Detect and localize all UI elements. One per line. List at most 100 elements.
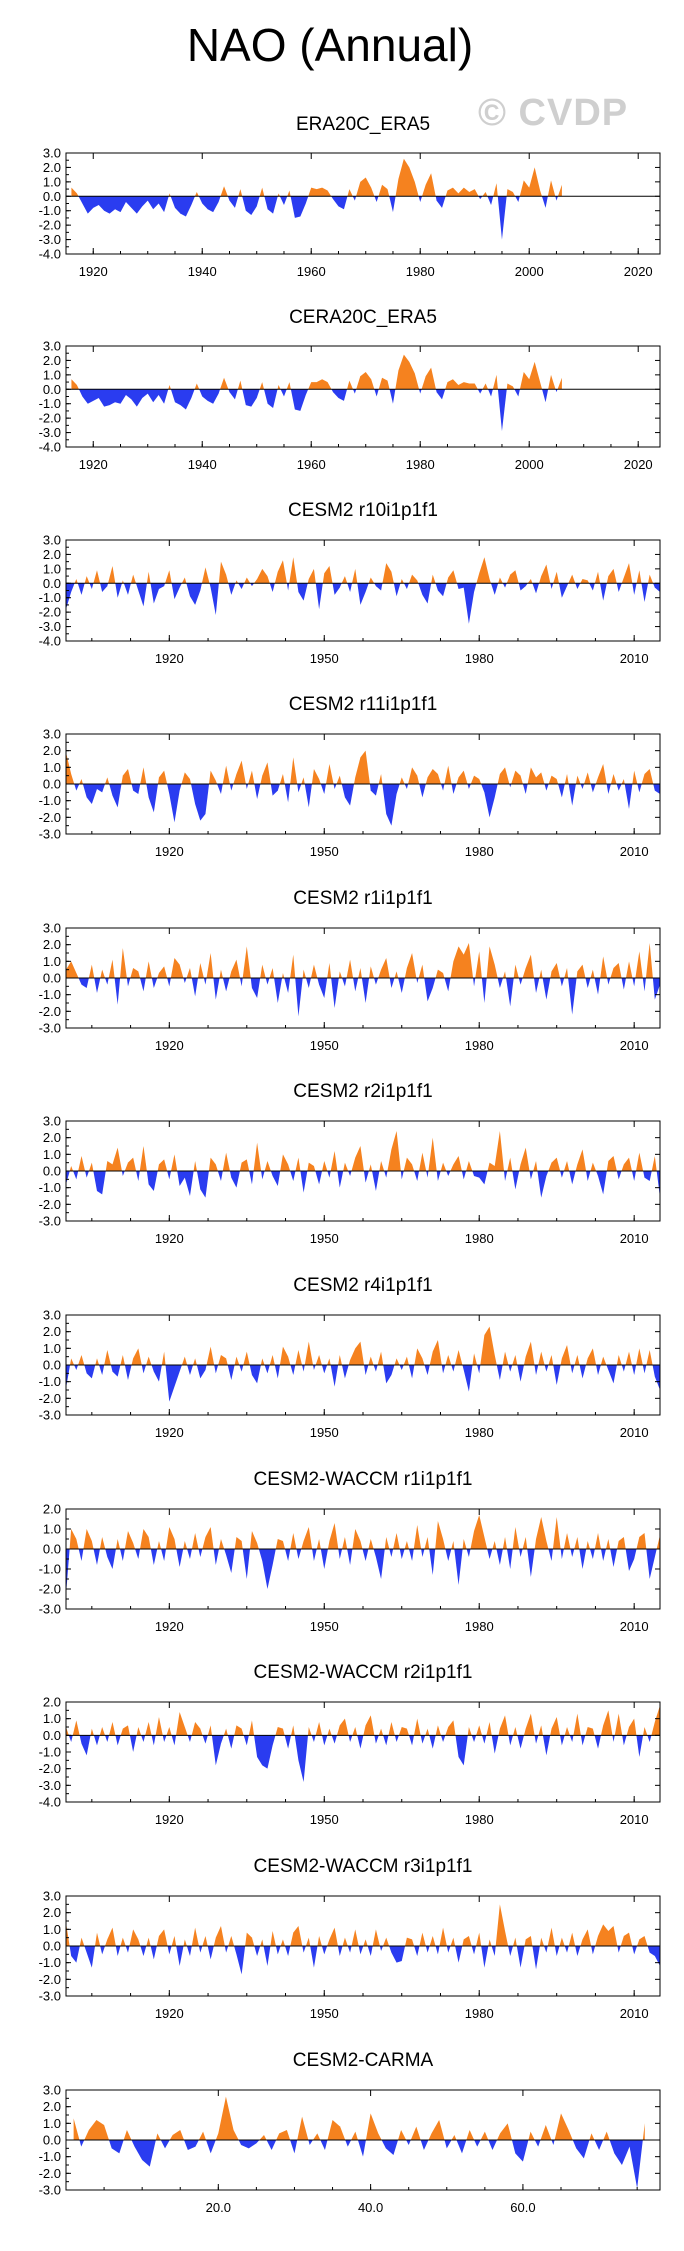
positive-area xyxy=(239,1159,250,1171)
negative-area xyxy=(285,1946,291,1956)
negative-area xyxy=(331,389,348,401)
positive-area xyxy=(191,1722,203,1736)
positive-area xyxy=(410,2126,421,2140)
positive-area xyxy=(395,158,419,197)
negative-area xyxy=(79,1735,91,1756)
positive-area xyxy=(157,1541,162,1549)
positive-area xyxy=(606,1539,611,1549)
positive-area xyxy=(259,2135,267,2140)
negative-area xyxy=(331,978,339,1008)
positive-area xyxy=(66,752,75,784)
negative-area xyxy=(357,2140,366,2157)
positive-area xyxy=(275,1727,285,1736)
positive-area xyxy=(291,1725,295,1736)
positive-area xyxy=(445,379,478,390)
negative-area xyxy=(150,1549,158,1565)
y-tick-label: 3.0 xyxy=(43,727,61,742)
positive-area xyxy=(428,2120,445,2140)
negative-area xyxy=(167,1171,172,1180)
negative-area xyxy=(570,1549,575,1557)
y-tick-label: -4.0 xyxy=(39,247,61,262)
negative-area xyxy=(632,978,636,987)
positive-area xyxy=(295,1157,301,1171)
positive-area xyxy=(69,1529,79,1549)
negative-area xyxy=(616,583,622,592)
negative-area xyxy=(345,2140,352,2147)
y-tick-label: -3.0 xyxy=(39,827,61,842)
positive-area xyxy=(301,1527,313,1549)
negative-area xyxy=(426,1171,429,1178)
negative-area xyxy=(435,1946,440,1955)
positive-area xyxy=(176,1712,188,1736)
x-tick-label: 1940 xyxy=(188,264,217,279)
positive-area xyxy=(79,779,83,784)
positive-area xyxy=(440,1162,447,1171)
x-tick-label: 2000 xyxy=(515,264,544,279)
negative-area xyxy=(264,196,278,214)
negative-area xyxy=(596,1171,607,1195)
negative-area xyxy=(331,196,348,210)
negative-area xyxy=(250,583,255,587)
positive-area xyxy=(233,760,246,784)
x-tick-label: 1920 xyxy=(155,1619,184,1634)
y-tick-label: -3.0 xyxy=(39,1214,61,1229)
negative-area xyxy=(141,1365,147,1374)
y-tick-label: -1.0 xyxy=(39,1562,61,1577)
x-tick-label: 1950 xyxy=(310,651,339,666)
positive-area xyxy=(259,382,264,390)
positive-area xyxy=(590,1162,597,1171)
watermark: © CVDP xyxy=(478,92,629,134)
positive-area xyxy=(71,187,79,197)
negative-area xyxy=(642,978,646,992)
negative-area xyxy=(372,1171,380,1191)
negative-area xyxy=(322,1735,328,1746)
y-tick-label: 3.0 xyxy=(43,146,61,161)
x-tick-label: 2010 xyxy=(620,1425,649,1440)
negative-area xyxy=(274,1365,280,1379)
negative-area xyxy=(436,1171,441,1181)
negative-area xyxy=(456,2140,467,2154)
negative-area xyxy=(478,196,483,200)
negative-area xyxy=(109,784,122,808)
negative-area xyxy=(229,1171,240,1188)
negative-area xyxy=(74,784,80,791)
positive-area xyxy=(218,1355,228,1365)
positive-area xyxy=(519,361,543,390)
negative-area xyxy=(580,784,585,789)
x-tick-label: 1920 xyxy=(155,1038,184,1053)
positive-area xyxy=(104,1350,111,1365)
positive-area xyxy=(208,1157,218,1171)
negative-area xyxy=(551,2140,555,2145)
y-tick-label: 1.0 xyxy=(43,954,61,969)
y-tick-label: 0.0 xyxy=(43,382,61,397)
positive-area xyxy=(130,574,136,584)
negative-area xyxy=(586,1171,591,1181)
negative-area xyxy=(313,1365,316,1370)
negative-area xyxy=(555,196,558,201)
y-tick-label: -1.0 xyxy=(39,590,61,605)
positive-area xyxy=(403,1356,409,1365)
x-tick-label: 2010 xyxy=(620,1619,649,1634)
positive-area xyxy=(260,964,266,978)
positive-area xyxy=(260,1358,265,1365)
positive-area xyxy=(146,571,151,584)
positive-area xyxy=(191,1927,199,1946)
negative-area xyxy=(170,389,195,410)
positive-area xyxy=(322,1161,328,1171)
positive-area xyxy=(338,1355,342,1365)
positive-area xyxy=(248,1720,255,1736)
negative-area xyxy=(472,1171,488,1185)
positive-area xyxy=(215,2096,239,2140)
y-tick-label: -4.0 xyxy=(39,440,61,455)
positive-area xyxy=(243,1351,250,1365)
negative-area xyxy=(93,1171,106,1195)
x-tick-label: 1920 xyxy=(155,2006,184,2021)
positive-area xyxy=(493,183,498,197)
y-tick-label: 3.0 xyxy=(43,339,61,354)
positive-area xyxy=(280,1939,286,1946)
negative-area xyxy=(440,784,445,791)
negative-area xyxy=(242,196,260,216)
negative-area xyxy=(600,1549,606,1561)
positive-area xyxy=(124,1157,137,1171)
negative-area xyxy=(572,2140,590,2159)
